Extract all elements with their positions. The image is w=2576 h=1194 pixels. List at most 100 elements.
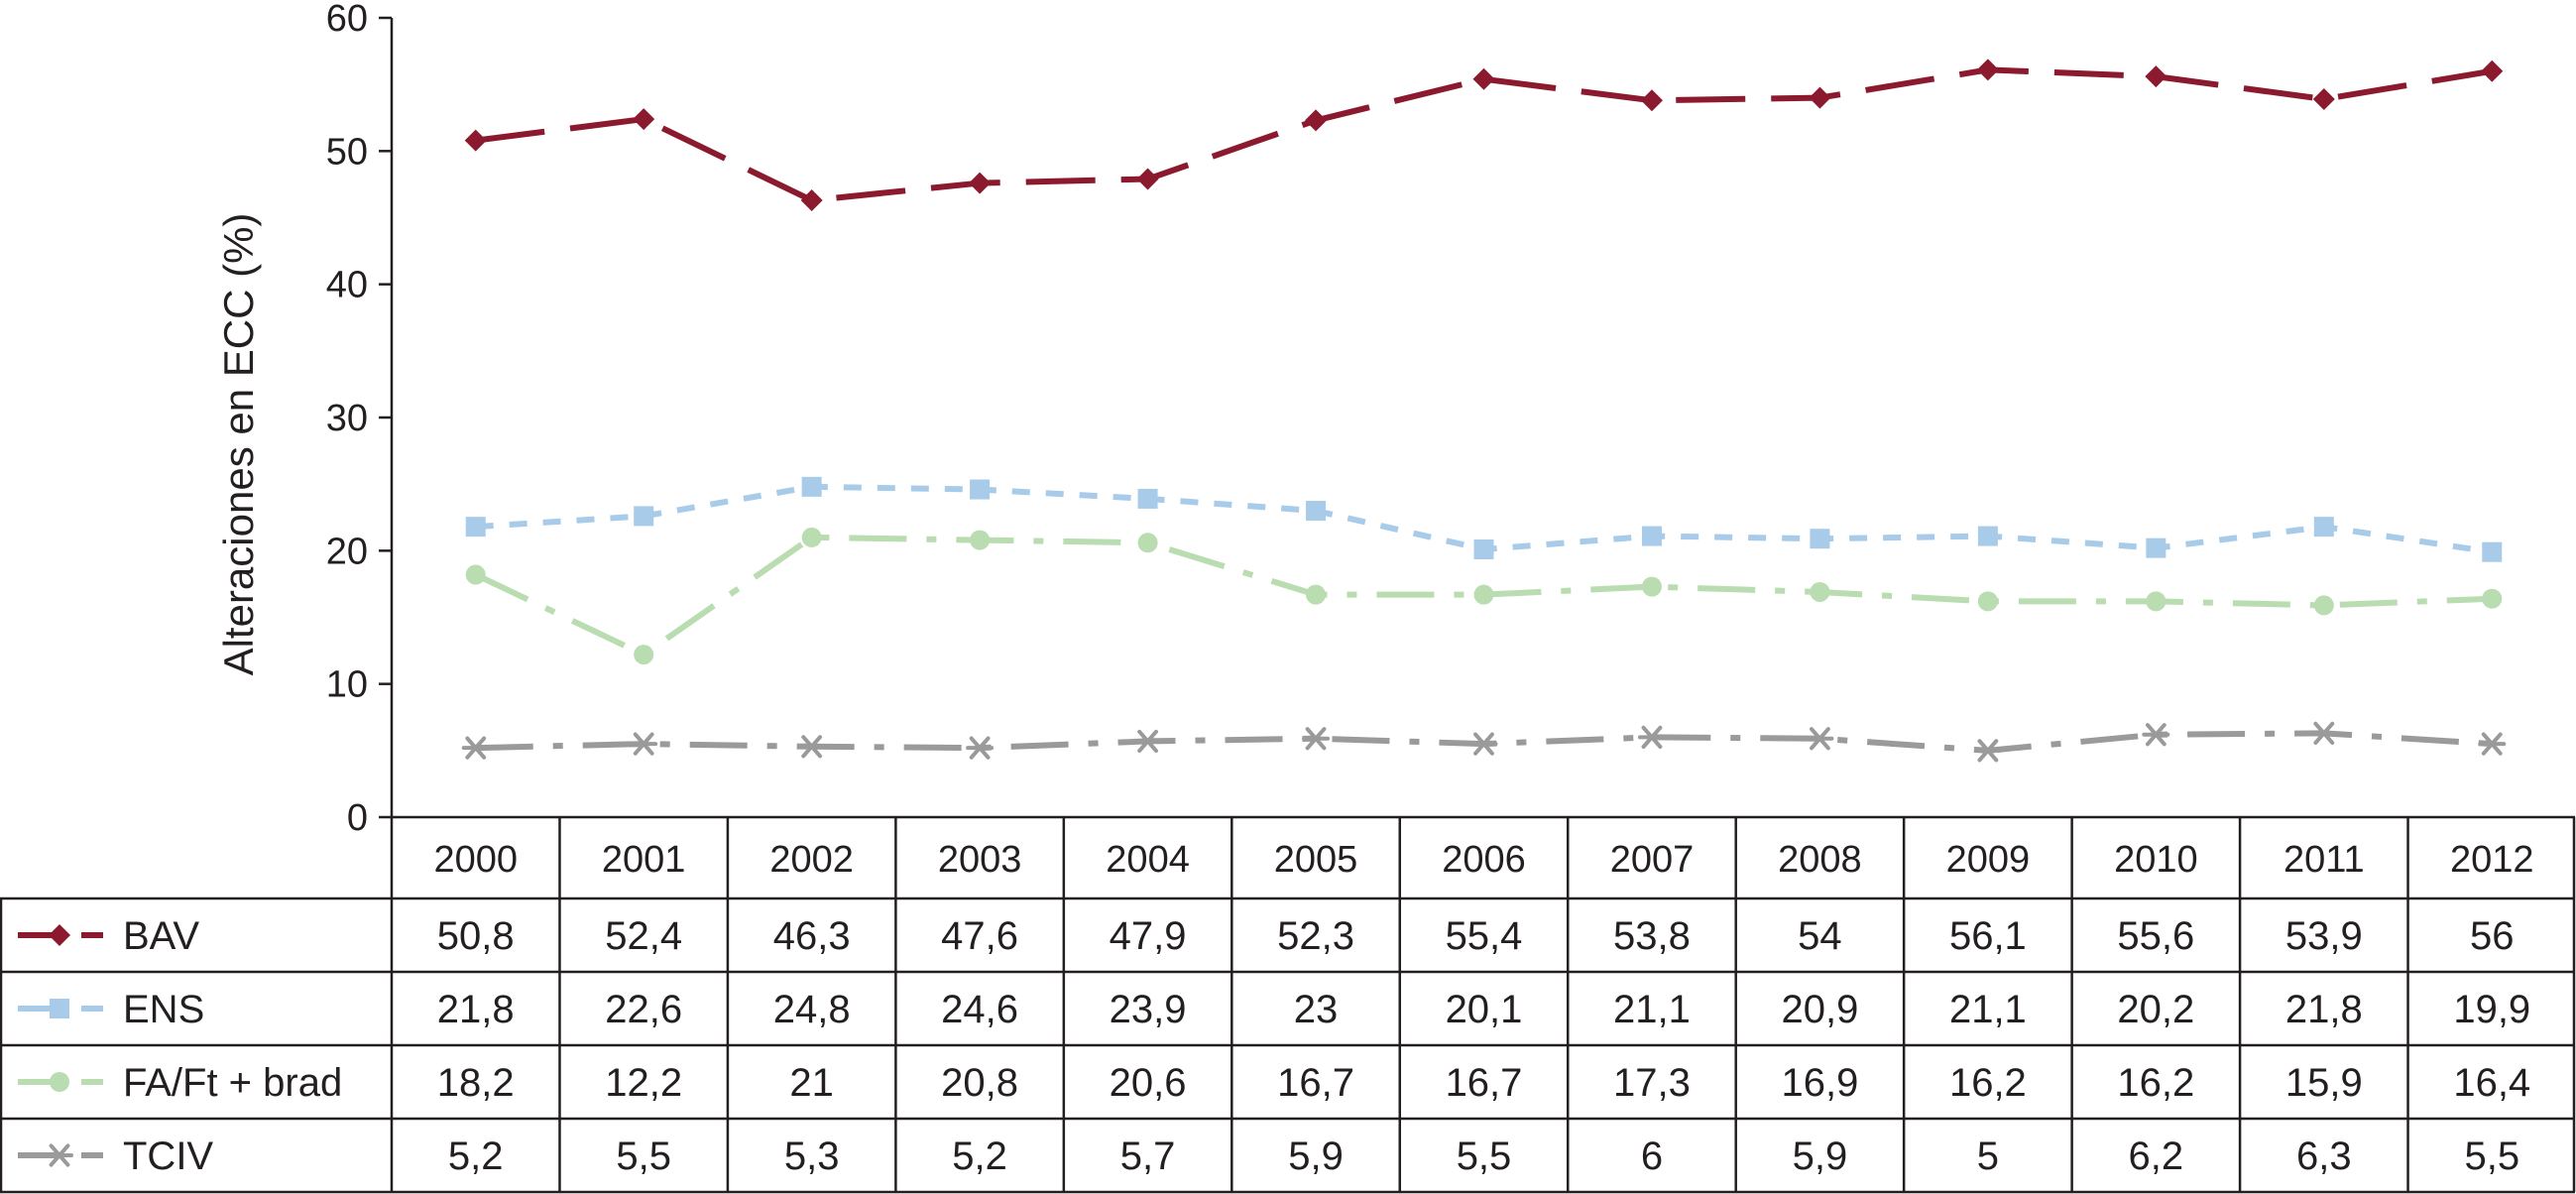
data-label-ens: 24,8 — [773, 988, 851, 1031]
x-category-label: 2006 — [1442, 839, 1526, 881]
data-point-fa-ft-brad — [801, 527, 822, 547]
x-category-label: 2003 — [938, 839, 1022, 881]
data-point-tciv — [966, 736, 995, 760]
data-label-bav: 47,6 — [941, 914, 1018, 958]
asterisk-stroke — [1810, 727, 1830, 751]
data-point-bav — [1809, 86, 1831, 109]
data-point-fa-ft-brad — [1641, 576, 1662, 597]
data-label-ens: 21,8 — [2285, 988, 2363, 1031]
data-label-fa-ft-brad: 16,9 — [1781, 1061, 1858, 1105]
y-tick-label: 10 — [326, 664, 368, 706]
asterisk-stroke — [465, 736, 487, 760]
data-point-ens — [1137, 488, 1158, 509]
data-point-ens — [2482, 541, 2503, 562]
legend-entry-tciv: TCIV — [18, 1134, 213, 1178]
x-category-label: 2012 — [2450, 839, 2534, 881]
legend-marker — [46, 1143, 73, 1167]
asterisk-stroke — [1305, 727, 1327, 751]
data-point-fa-ft-brad — [2313, 595, 2334, 616]
data-label-fa-ft-brad: 12,2 — [605, 1061, 682, 1105]
data-point-tciv — [461, 736, 490, 760]
data-point-fa-ft-brad — [1137, 533, 1158, 553]
asterisk-stroke — [1473, 732, 1494, 756]
data-point-fa-ft-brad — [970, 530, 991, 550]
data-label-fa-ft-brad: 20,8 — [941, 1061, 1018, 1105]
data-label-tciv: 5,2 — [448, 1134, 504, 1178]
data-label-ens: 23,9 — [1110, 988, 1187, 1031]
data-point-tciv — [1469, 732, 1498, 756]
data-point-tciv — [2142, 723, 2170, 747]
data-label-ens: 19,9 — [2453, 988, 2530, 1031]
y-tick-label: 20 — [326, 531, 368, 572]
data-label-tciv: 5,3 — [784, 1134, 840, 1178]
data-point-ens — [801, 476, 822, 497]
data-label-bav: 54 — [1798, 914, 1842, 958]
data-label-tciv: 6 — [1641, 1134, 1663, 1178]
legend-entry-fa-ft-brad: FA/Ft + brad — [18, 1061, 342, 1105]
data-point-bav — [1472, 67, 1495, 90]
data-point-tciv — [630, 732, 658, 756]
data-point-ens — [1810, 529, 1830, 549]
asterisk-stroke — [1641, 725, 1663, 749]
x-category-label: 2001 — [602, 839, 686, 881]
x-category-label: 2008 — [1778, 839, 1862, 881]
asterisk-stroke — [633, 732, 654, 756]
data-label-fa-ft-brad: 18,2 — [437, 1061, 515, 1105]
x-category-label: 2009 — [1946, 839, 2031, 881]
data-label-bav: 53,8 — [1613, 914, 1691, 958]
y-tick-label: 0 — [347, 797, 368, 839]
data-point-bav — [969, 172, 992, 194]
y-axis-label: Alteraciones en ECC (%) — [215, 213, 262, 676]
legend-label: ENS — [123, 988, 204, 1031]
x-category-label: 2010 — [2114, 839, 2198, 881]
data-point-ens — [1473, 538, 1494, 559]
x-category-label: 2004 — [1106, 839, 1190, 881]
data-point-bav — [464, 129, 487, 152]
data-point-bav — [1640, 89, 1663, 112]
x-category-label: 2000 — [433, 839, 518, 881]
y-tick-label: 40 — [326, 265, 368, 306]
data-label-ens: 20,1 — [1446, 988, 1523, 1031]
data-label-tciv: 5,9 — [1793, 1134, 1848, 1178]
data-label-ens: 20,2 — [2117, 988, 2194, 1031]
data-label-fa-ft-brad: 20,6 — [1110, 1061, 1187, 1105]
data-label-ens: 21,1 — [1613, 988, 1691, 1031]
data-point-tciv — [1806, 727, 1834, 751]
data-label-tciv: 6,2 — [2129, 1134, 2184, 1178]
data-label-tciv: 5 — [1977, 1134, 1999, 1178]
x-category-label: 2011 — [2283, 839, 2365, 881]
data-label-bav: 52,4 — [605, 914, 682, 958]
data-point-bav — [1136, 168, 1159, 190]
data-label-fa-ft-brad: 16,4 — [2453, 1061, 2530, 1105]
legend-marker — [50, 1072, 69, 1092]
data-point-ens — [970, 479, 991, 500]
data-point-ens — [1641, 526, 1662, 546]
series-markers — [461, 59, 2507, 763]
data-label-tciv: 5,5 — [2464, 1134, 2519, 1178]
data-label-bav: 53,9 — [2285, 914, 2363, 958]
data-label-bav: 55,6 — [2117, 914, 2194, 958]
asterisk-stroke — [801, 735, 823, 759]
legend-entry-bav: BAV — [18, 914, 199, 958]
data-label-ens: 22,6 — [605, 988, 682, 1031]
data-label-bav: 56 — [2470, 914, 2515, 958]
series-lines — [474, 66, 2493, 754]
asterisk-stroke — [969, 736, 991, 760]
legend-label: BAV — [123, 914, 199, 958]
data-point-bav — [800, 189, 823, 212]
data-point-tciv — [1973, 739, 2002, 763]
legend-entry-ens: ENS — [18, 988, 204, 1031]
y-tick-label: 50 — [326, 131, 368, 173]
data-point-fa-ft-brad — [2146, 591, 2166, 612]
data-point-ens — [1977, 526, 1998, 546]
data-point-fa-ft-brad — [1977, 591, 1998, 612]
data-label-fa-ft-brad: 21 — [789, 1061, 834, 1105]
data-point-tciv — [1302, 727, 1331, 751]
data-label-tciv: 5,5 — [616, 1134, 671, 1178]
legend-label: TCIV — [123, 1134, 213, 1178]
legend-marker — [49, 924, 70, 946]
data-label-fa-ft-brad: 16,7 — [1277, 1061, 1354, 1105]
asterisk-stroke — [1137, 729, 1158, 754]
data-label-tciv: 5,5 — [1457, 1134, 1512, 1178]
